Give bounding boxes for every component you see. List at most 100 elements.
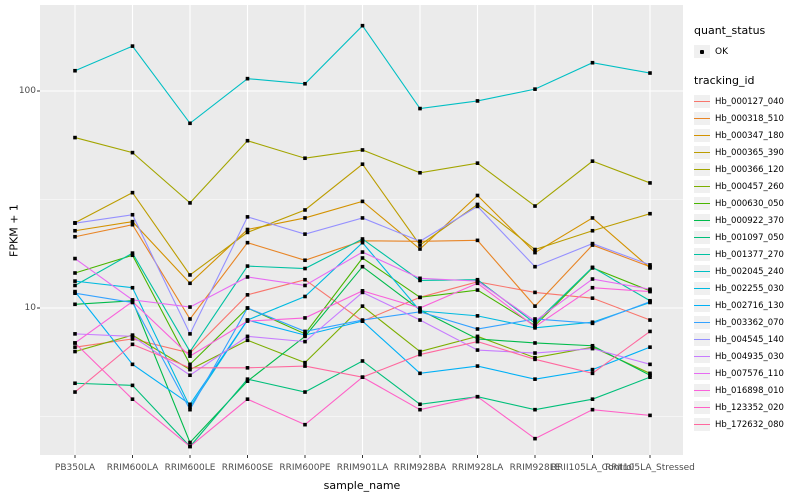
data-point bbox=[648, 345, 652, 349]
legend-entry: Hb_004545_140 bbox=[694, 331, 800, 348]
data-point bbox=[303, 294, 307, 299]
data-point bbox=[303, 266, 307, 271]
data-point bbox=[245, 366, 250, 370]
data-point bbox=[475, 99, 480, 103]
legend-entry: Hb_000922_370 bbox=[694, 212, 800, 229]
data-point bbox=[188, 332, 192, 336]
data-point bbox=[360, 237, 365, 241]
x-tick-label: RRIM928LE bbox=[509, 463, 561, 473]
data-point bbox=[73, 279, 77, 283]
data-point bbox=[648, 71, 652, 75]
data-point bbox=[590, 296, 595, 300]
data-point bbox=[245, 275, 250, 279]
data-point bbox=[590, 277, 595, 281]
data-point bbox=[130, 285, 135, 290]
x-axis-title: sample_name bbox=[323, 479, 401, 492]
data-point bbox=[130, 44, 135, 48]
data-point bbox=[188, 349, 192, 354]
legend-key-line-icon bbox=[694, 401, 710, 414]
data-point bbox=[303, 208, 307, 212]
data-point bbox=[360, 148, 365, 152]
legend-key-line-icon bbox=[694, 333, 710, 346]
legend-key-line-icon bbox=[694, 231, 710, 244]
legend-key-line-icon bbox=[694, 384, 710, 397]
data-point bbox=[475, 238, 480, 243]
data-point bbox=[188, 121, 192, 126]
data-point bbox=[475, 334, 480, 339]
data-point bbox=[245, 334, 250, 339]
legend-entry-label: Hb_000630_050 bbox=[715, 198, 784, 209]
legend-entry: Hb_000347_180 bbox=[694, 127, 800, 144]
data-point bbox=[245, 377, 250, 381]
data-point bbox=[533, 341, 537, 345]
legend-entry: Hb_001377_270 bbox=[694, 246, 800, 263]
legend-entry-label: Hb_000347_180 bbox=[715, 130, 784, 141]
data-point bbox=[418, 371, 422, 376]
data-point bbox=[188, 354, 192, 358]
data-point bbox=[590, 60, 595, 65]
data-point bbox=[418, 306, 422, 310]
data-point bbox=[418, 239, 422, 244]
data-point bbox=[130, 251, 135, 255]
legend-entry-label: Hb_002716_130 bbox=[715, 300, 784, 311]
data-point bbox=[590, 285, 595, 290]
data-point bbox=[130, 212, 135, 217]
data-point bbox=[360, 216, 365, 220]
legend-title-quant-status: quant_status bbox=[694, 24, 766, 37]
legend-entry-ok: OK bbox=[694, 43, 800, 60]
data-point bbox=[188, 317, 192, 321]
data-point bbox=[73, 228, 77, 233]
data-point bbox=[590, 241, 595, 246]
legend-key-line-icon bbox=[694, 214, 710, 227]
data-point bbox=[73, 135, 77, 140]
legend-key-line-icon bbox=[694, 299, 710, 312]
data-point bbox=[303, 333, 307, 337]
data-point bbox=[188, 366, 192, 370]
data-point bbox=[303, 277, 307, 282]
data-point bbox=[130, 383, 135, 388]
panel-background bbox=[40, 5, 683, 455]
data-point bbox=[533, 317, 537, 321]
x-tick-label: RRII105LA_Stressed bbox=[605, 463, 695, 473]
data-point bbox=[533, 319, 537, 323]
legend-key-line-icon bbox=[694, 146, 710, 159]
legend-entry-label: Hb_000366_120 bbox=[715, 164, 784, 175]
data-point bbox=[360, 250, 365, 254]
data-point bbox=[648, 289, 652, 294]
legend-entry-label: OK bbox=[715, 46, 728, 57]
data-point bbox=[418, 170, 422, 175]
legend-entry: Hb_003362_070 bbox=[694, 314, 800, 331]
data-point bbox=[130, 342, 135, 347]
data-point bbox=[418, 295, 422, 300]
data-point bbox=[418, 352, 422, 357]
x-tick-label: RRIM928BA bbox=[393, 463, 447, 473]
data-point bbox=[648, 263, 652, 267]
y-tick-label: 100 bbox=[18, 86, 36, 96]
legend-key-line-icon bbox=[694, 367, 710, 380]
y-tick-label: 10 bbox=[24, 303, 36, 313]
legend-key-line-icon bbox=[694, 282, 710, 295]
legend: quant_status OK tracking_id Hb_000127_04… bbox=[694, 24, 800, 433]
data-point bbox=[360, 289, 365, 293]
legend-key-line-icon bbox=[694, 197, 710, 210]
data-point bbox=[188, 407, 192, 412]
data-point bbox=[475, 314, 480, 318]
data-point bbox=[303, 81, 307, 86]
data-point bbox=[533, 377, 537, 381]
data-point bbox=[590, 321, 595, 326]
data-point bbox=[130, 334, 135, 339]
legend-entry-label: Hb_123352_020 bbox=[715, 402, 784, 413]
data-point bbox=[73, 332, 77, 336]
data-point bbox=[475, 279, 480, 283]
data-point bbox=[533, 87, 537, 91]
data-point bbox=[130, 397, 135, 401]
data-point bbox=[418, 318, 422, 322]
data-point bbox=[648, 266, 652, 270]
data-point bbox=[360, 23, 365, 28]
data-point bbox=[418, 349, 422, 354]
data-point bbox=[245, 306, 250, 310]
data-point bbox=[590, 367, 595, 372]
data-point bbox=[245, 230, 250, 235]
data-point bbox=[590, 397, 595, 401]
legend-entry-label: Hb_004935_030 bbox=[715, 351, 784, 362]
